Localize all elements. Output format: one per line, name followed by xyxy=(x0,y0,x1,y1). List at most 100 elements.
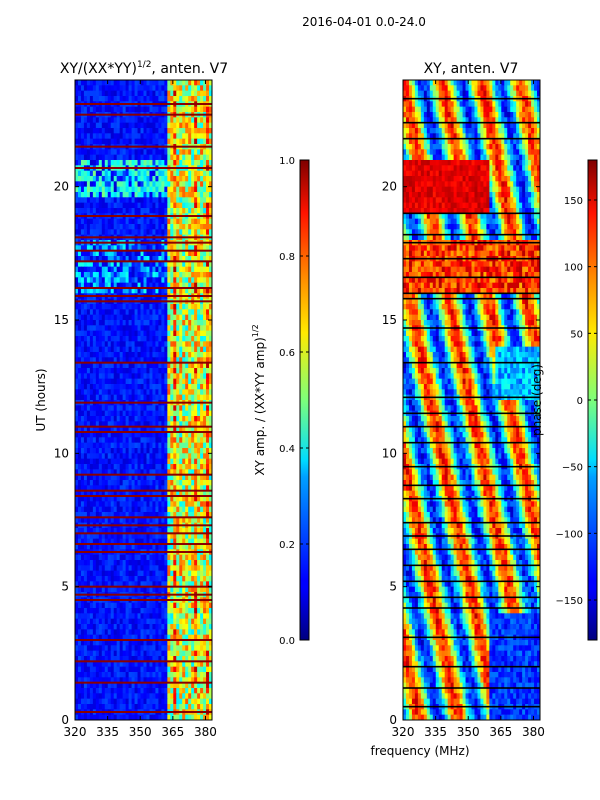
left-heatmap-cell xyxy=(77,309,82,316)
left-heatmap-cell xyxy=(89,154,94,161)
left-heatmap-cell xyxy=(194,458,198,465)
left-heatmap-cell xyxy=(140,224,145,230)
left-heatmap-cell xyxy=(173,629,177,636)
left-heatmap-cell xyxy=(206,170,210,177)
left-heatmap-cell xyxy=(125,117,130,124)
left-heatmap-cell xyxy=(116,560,121,566)
left-heatmap-cell xyxy=(155,629,159,636)
left-heatmap-cell xyxy=(200,458,204,465)
left-heatmap-cell xyxy=(122,538,127,545)
left-heatmap-cell xyxy=(209,80,212,86)
left-heatmap-cell xyxy=(185,437,189,444)
left-heatmap-cell xyxy=(155,469,159,476)
left-heatmap-cell xyxy=(134,634,139,641)
left-heatmap-cell xyxy=(86,304,91,310)
left-heatmap-cell xyxy=(137,517,142,524)
left-heatmap-cell xyxy=(158,640,162,646)
left-heatmap-cell xyxy=(176,197,180,204)
left-heatmap-cell xyxy=(92,565,97,572)
left-heatmap-cell xyxy=(191,586,195,593)
left-heatmap-cell xyxy=(185,538,189,545)
left-heatmap-cell xyxy=(131,330,136,337)
left-heatmap-cell xyxy=(200,405,204,412)
left-heatmap-cell xyxy=(170,133,174,140)
left-heatmap-cell xyxy=(140,282,145,289)
left-heatmap-cell xyxy=(104,85,109,92)
left-heatmap-cell xyxy=(107,565,112,572)
left-heatmap-cell xyxy=(104,154,109,161)
left-heatmap-cell xyxy=(158,432,162,438)
left-heatmap-cell xyxy=(107,208,112,214)
left-heatmap-cell xyxy=(179,576,183,582)
left-heatmap-cell xyxy=(98,250,103,257)
left-heatmap-cell xyxy=(209,154,212,161)
left-heatmap-cell xyxy=(92,90,97,97)
left-heatmap-cell xyxy=(152,629,157,636)
left-heatmap-cell xyxy=(131,229,136,236)
left-heatmap-cell xyxy=(101,304,106,310)
left-heatmap-cell xyxy=(98,373,103,380)
left-heatmap-cell xyxy=(188,576,192,582)
left-heatmap-cell xyxy=(206,272,210,278)
left-heatmap-cell xyxy=(182,288,186,294)
left-heatmap-cell xyxy=(125,277,130,284)
left-heatmap-cell xyxy=(149,266,154,273)
left-heatmap-cell xyxy=(104,224,109,230)
left-heatmap-cell xyxy=(158,245,162,252)
left-heatmap-cell xyxy=(191,160,195,166)
left-heatmap-cell xyxy=(209,250,212,257)
left-heatmap-cell xyxy=(134,384,139,390)
left-heatmap-cell xyxy=(131,426,136,433)
left-heatmap-cell xyxy=(185,618,189,625)
left-heatmap-cell xyxy=(89,442,94,449)
left-heatmap-cell xyxy=(206,506,210,513)
left-heatmap-cell xyxy=(119,426,124,433)
left-heatmap-cell xyxy=(98,426,103,433)
left-heatmap-cell xyxy=(131,629,136,636)
left-heatmap-cell xyxy=(110,229,115,236)
left-heatmap-cell xyxy=(101,410,106,417)
left-heatmap-cell xyxy=(80,362,85,369)
left-heatmap-cell xyxy=(200,229,204,236)
left-heatmap-cell xyxy=(77,576,82,582)
left-heatmap-cell xyxy=(101,586,106,593)
left-heatmap-cell xyxy=(86,368,91,374)
left-heatmap-cell xyxy=(89,90,94,97)
left-heatmap-cell xyxy=(104,613,109,620)
left-heatmap-cell xyxy=(143,181,148,188)
left-heatmap-cell xyxy=(158,266,162,273)
left-heatmap-cell xyxy=(143,410,148,417)
left-heatmap-cell xyxy=(80,176,85,182)
left-heatmap-cell xyxy=(128,346,133,353)
left-heatmap-cell xyxy=(182,602,186,609)
left-heatmap-cell xyxy=(167,512,171,518)
left-heatmap-cell xyxy=(122,309,127,316)
left-heatmap-cell xyxy=(143,122,148,129)
left-heatmap-cell xyxy=(131,634,136,641)
left-heatmap-cell xyxy=(92,304,97,310)
left-heatmap-cell xyxy=(98,181,103,188)
left-heatmap-cell xyxy=(101,176,106,182)
left-heatmap-cell xyxy=(209,394,212,401)
left-heatmap-cell xyxy=(191,346,195,353)
left-heatmap-cell xyxy=(128,80,133,86)
left-heatmap-cell xyxy=(137,218,142,225)
left-heatmap-cell xyxy=(101,266,106,273)
left-heatmap-cell xyxy=(158,352,162,358)
left-heatmap-cell xyxy=(92,448,97,454)
left-heatmap-cell xyxy=(104,421,109,428)
left-heatmap-cell xyxy=(104,645,109,652)
left-heatmap-cell xyxy=(119,170,124,177)
left-heatmap-cell xyxy=(134,272,139,278)
left-heatmap-cell xyxy=(173,320,177,326)
left-heatmap-cell xyxy=(95,538,100,545)
left-heatmap-cell xyxy=(155,154,159,161)
left-heatmap-cell xyxy=(155,106,159,113)
left-heatmap xyxy=(75,80,212,720)
left-heatmap-cell xyxy=(188,426,192,433)
left-heatmap-cell xyxy=(203,469,207,476)
left-heatmap-cell xyxy=(161,80,165,86)
left-heatmap-cell xyxy=(122,442,127,449)
left-heatmap-cell xyxy=(140,117,145,124)
left-heatmap-cell xyxy=(167,405,171,412)
